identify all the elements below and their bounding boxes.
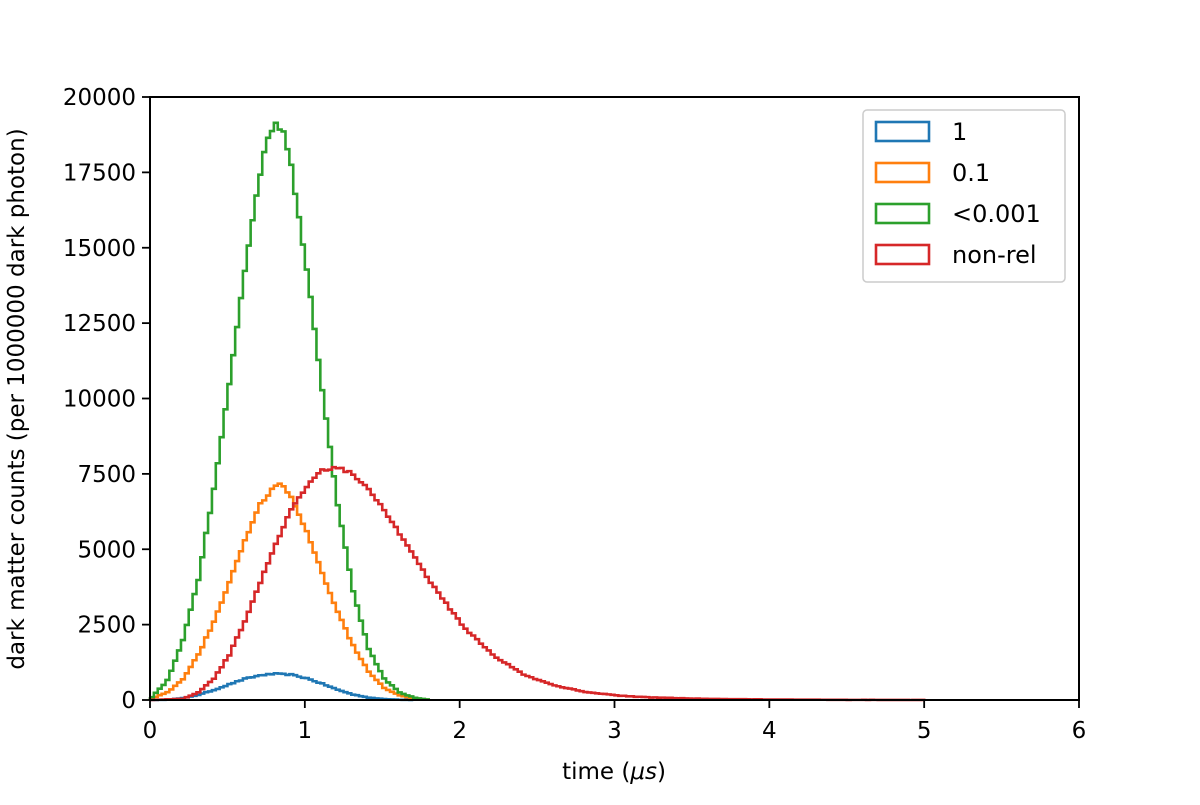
series-line-0 (150, 671, 415, 702)
legend-label-0: 1 (952, 118, 967, 146)
y-tick-label: 12500 (63, 311, 136, 337)
series-line-3 (150, 465, 926, 702)
series-layer (148, 121, 926, 702)
legend-swatch-0 (874, 120, 931, 143)
legend-box (862, 109, 1066, 283)
legend-entries: 1 0.1 <0.001 non-rel (874, 118, 1041, 269)
legend-label-2: <0.001 (952, 200, 1041, 228)
x-tick-label: 6 (1072, 718, 1087, 744)
x-tick-label: 5 (917, 718, 932, 744)
tick-layer: 0 1 2 3 4 5 6 0 2500 5000 7500 10000 12500 15000 17500… (63, 85, 1086, 744)
x-tick-label: 3 (607, 718, 622, 744)
legend-swatch-2 (874, 202, 931, 225)
y-tick-label: 0 (121, 688, 136, 714)
series-line-1 (148, 482, 430, 701)
x-tick-label: 0 (143, 718, 158, 744)
x-axis-label: time (μs) (562, 759, 666, 785)
x-tick-label: 4 (762, 718, 777, 744)
y-axis-label: dark matter counts (per 1000000 dark pho… (4, 128, 30, 669)
x-tick-label: 2 (452, 718, 467, 744)
y-tick-label: 10000 (63, 387, 136, 413)
legend-label-3: non-rel (952, 241, 1037, 269)
legend-swatch-1 (874, 161, 931, 184)
y-tick-label: 5000 (77, 537, 136, 563)
y-tick-label: 2500 (77, 613, 136, 639)
y-tick-label: 7500 (77, 462, 136, 488)
y-tick-label: 17500 (63, 160, 136, 186)
y-tick-label: 20000 (63, 85, 136, 111)
series-line-2 (148, 121, 430, 701)
x-tick-label: 1 (298, 718, 313, 744)
legend-swatch-3 (874, 243, 931, 266)
legend-label-1: 0.1 (952, 159, 990, 187)
y-tick-label: 15000 (63, 236, 136, 262)
legend: 1 0.1 <0.001 non-rel (862, 109, 1066, 283)
